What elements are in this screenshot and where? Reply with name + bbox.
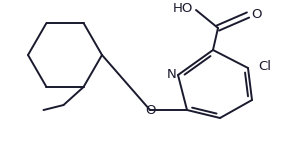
Text: Cl: Cl [258, 60, 272, 74]
Text: HO: HO [173, 3, 193, 15]
Text: O: O [252, 8, 262, 21]
Text: N: N [167, 68, 177, 81]
Text: O: O [145, 103, 155, 117]
